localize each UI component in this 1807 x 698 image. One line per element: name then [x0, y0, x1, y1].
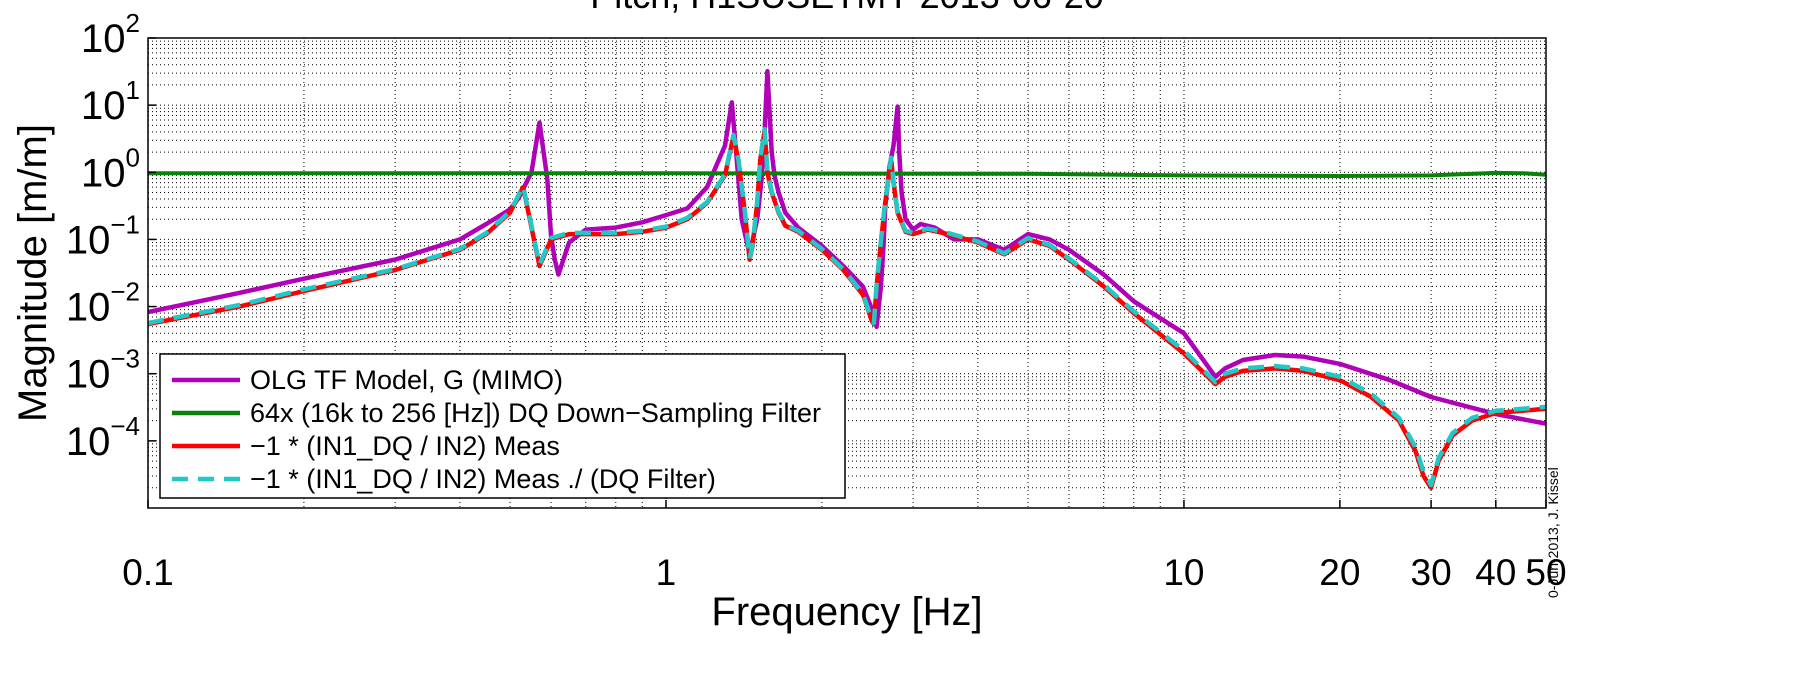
legend-box — [159, 353, 846, 499]
x-tick-label: 10 — [1163, 552, 1204, 593]
x-tick-labels: 0.1 1 10 20 30 40 50 — [122, 500, 1567, 593]
x-axis-label: Frequency [Hz] — [711, 590, 982, 634]
y-tick-labels: 102 101 100 10−1 10−2 10−3 10−4 — [66, 8, 156, 464]
x-tick-label: 1 — [656, 552, 677, 593]
legend: OLG TF Model, G (MIMO)64x (16k to 256 [H… — [159, 353, 846, 499]
y-tick-label: 100 — [81, 142, 140, 195]
plot-frame — [147, 37, 1547, 509]
y-tick-label: 10−4 — [66, 411, 140, 464]
x-tick-label: 40 — [1475, 552, 1516, 593]
x-tick-label: 50 — [1525, 552, 1566, 593]
legend-label-2: −1 * (IN1_DQ / IN2) Meas — [250, 431, 560, 461]
legend-label-0: OLG TF Model, G (MIMO) — [250, 365, 563, 395]
y-tick-label: 10−3 — [66, 344, 140, 397]
x-tick-label: 30 — [1411, 552, 1452, 593]
side-note: 0-Jun-2013, J. Kissel — [1545, 467, 1561, 598]
y-tick-label: 102 — [81, 8, 140, 61]
y-tick-label: 101 — [81, 75, 140, 128]
legend-label-3: −1 * (IN1_DQ / IN2) Meas ./ (DQ Filter) — [250, 464, 716, 494]
x-tick-label: 0.1 — [122, 552, 173, 593]
y-axis-label: Magnitude [m/m] — [11, 124, 55, 422]
y-tick-label: 10−1 — [66, 209, 140, 262]
series-layer — [148, 68, 1546, 491]
x-tick-label: 20 — [1319, 552, 1360, 593]
series-line-0 — [148, 68, 1546, 426]
series-line-1 — [148, 170, 1546, 178]
chart-title: Pitch, H1SUSETMY 2013-06-20 — [590, 0, 1104, 16]
y-tick-label: 10−2 — [66, 277, 140, 330]
series-line-3 — [148, 126, 1546, 488]
legend-label-1: 64x (16k to 256 [Hz]) DQ Down−Sampling F… — [250, 398, 821, 428]
